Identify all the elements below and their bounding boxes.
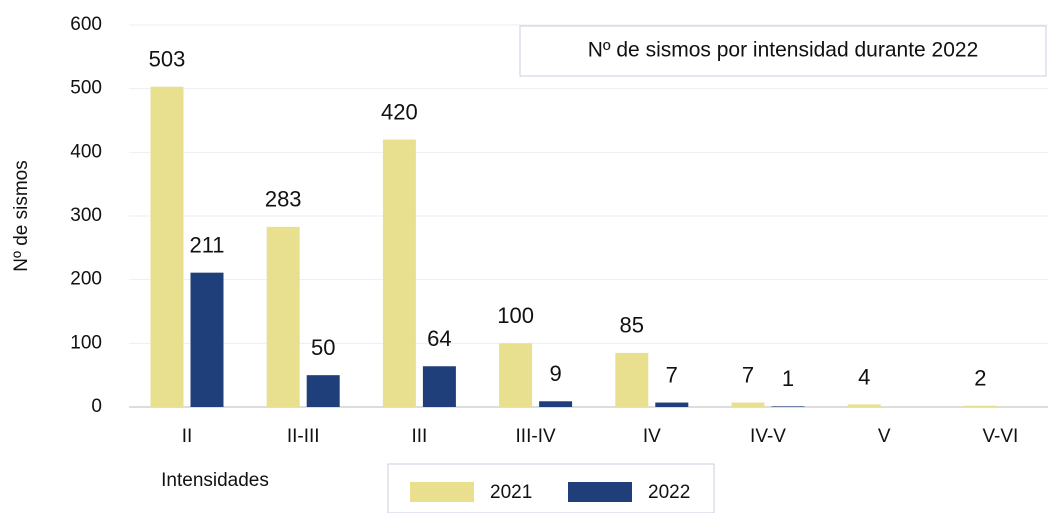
value-label: 50 <box>311 335 335 360</box>
bar <box>266 226 300 407</box>
x-tick-label: IV <box>643 426 661 447</box>
bar <box>382 139 416 407</box>
value-label: 9 <box>549 361 561 386</box>
title-box <box>519 25 1047 77</box>
bar <box>190 272 224 407</box>
x-tick-label: IV-V <box>750 426 786 447</box>
x-tick-label: II-III <box>287 426 320 447</box>
value-label: 1 <box>782 366 794 391</box>
y-tick-label: 0 <box>91 396 102 417</box>
x-tick-label: V-VI <box>982 426 1018 447</box>
x-tick-label: III <box>411 426 427 447</box>
x-tick-label: V <box>878 426 891 447</box>
value-label: 7 <box>742 362 754 387</box>
bar <box>306 375 340 407</box>
y-tick-label: 200 <box>70 269 102 290</box>
x-axis-label: Intensidades <box>161 470 269 491</box>
bar <box>422 366 456 407</box>
chart-title: Nº de sismos por intensidad durante 2022 <box>588 39 979 62</box>
bar <box>963 405 997 407</box>
bar <box>847 404 881 407</box>
y-tick-label: 400 <box>70 141 102 162</box>
value-label: 283 <box>265 187 302 212</box>
value-label: 2 <box>974 366 986 391</box>
value-label: 4 <box>858 364 870 389</box>
y-tick-label: 300 <box>70 205 102 226</box>
legend-swatch <box>568 482 632 502</box>
y-tick-label: 100 <box>70 332 102 353</box>
bar <box>150 86 184 408</box>
value-label: 7 <box>666 362 678 387</box>
value-label: 503 <box>149 47 186 72</box>
value-label: 100 <box>497 303 534 328</box>
bar <box>731 402 765 407</box>
bar <box>655 402 689 407</box>
legend-label: 2021 <box>490 482 532 503</box>
y-tick-label: 600 <box>70 14 102 35</box>
y-axis-label: Nº de sismos <box>11 160 32 271</box>
bar <box>539 401 573 407</box>
value-label: 420 <box>381 99 418 124</box>
bar <box>615 352 649 407</box>
value-label: 85 <box>620 313 644 338</box>
value-label: 211 <box>189 232 224 257</box>
y-tick-label: 500 <box>70 78 102 99</box>
x-tick-label: III-IV <box>516 426 556 447</box>
legend-label: 2022 <box>648 482 690 503</box>
x-tick-label: II <box>182 426 193 447</box>
value-label: 64 <box>427 326 451 351</box>
legend-swatch <box>410 482 474 502</box>
bar <box>771 406 805 407</box>
bar <box>499 343 533 407</box>
